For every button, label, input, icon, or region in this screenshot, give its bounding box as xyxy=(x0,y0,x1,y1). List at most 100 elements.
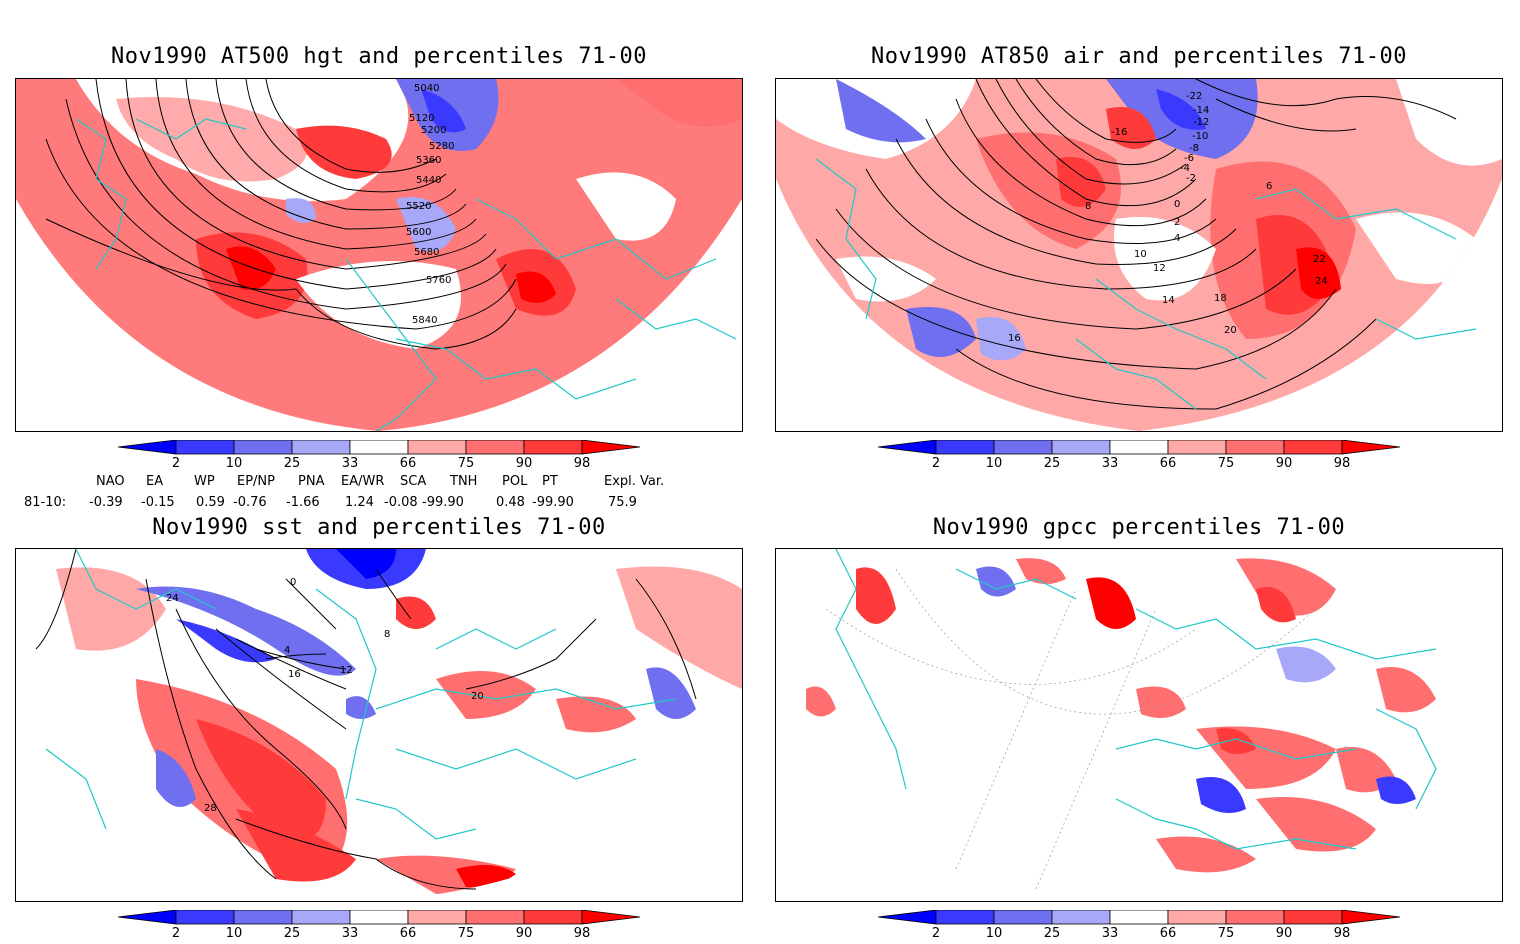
contour-label: 5520 xyxy=(406,201,431,212)
contour-label: 10 xyxy=(1134,249,1147,260)
colorbar-tick-label: 75 xyxy=(457,926,475,941)
colorbar-swatch xyxy=(1051,440,1111,455)
colorbar-swatch xyxy=(1225,910,1285,925)
tc-value-sca: -0.08 xyxy=(384,495,418,510)
colorbar-tick-label: 33 xyxy=(1101,456,1119,471)
colorbar-tick-label: 66 xyxy=(399,456,417,471)
tc-header-sca: SCA xyxy=(400,474,427,489)
tc-value-tnh: -99.90 xyxy=(422,495,464,510)
colorbar-swatch xyxy=(118,910,177,925)
colorbar-swatch xyxy=(233,440,293,455)
colorbar-graphic xyxy=(878,910,1401,925)
contour-label: 8 xyxy=(1085,201,1091,212)
colorbar-swatch xyxy=(407,910,467,925)
colorbar-swatch xyxy=(118,440,177,455)
tc-header-eawr: EA/WR xyxy=(341,474,385,489)
colorbar-tick-label: 75 xyxy=(1217,926,1235,941)
colorbar-swatch xyxy=(1341,910,1401,925)
panel-title-gpcc: Nov1990 gpcc percentiles 71-00 xyxy=(932,515,1346,540)
colorbar-tick-label: 33 xyxy=(341,926,359,941)
contour-label: 20 xyxy=(471,691,484,702)
colorbar-swatch xyxy=(1283,440,1343,455)
teleconnection-table: NAO EA WP EP/NP PNA EA/WR SCA TNH POL PT… xyxy=(0,474,740,514)
contour-label: -10 xyxy=(1192,131,1208,142)
contour-label: 5440 xyxy=(416,175,441,186)
map-sst: 0 4 8 12 16 20 24 28 xyxy=(15,548,743,902)
colorbar-swatch xyxy=(291,440,351,455)
colorbar-swatch xyxy=(349,910,409,925)
contour-label: 5760 xyxy=(426,275,451,286)
colorbar-air850: 2 10 25 33 66 75 90 98 xyxy=(878,440,1402,474)
colorbar-tick-label: 98 xyxy=(573,456,591,471)
colorbar-swatch xyxy=(465,440,525,455)
colorbar-tick-label: 33 xyxy=(1101,926,1119,941)
tc-header-ea: EA xyxy=(146,474,164,489)
contour-label: -4 xyxy=(1180,163,1190,174)
colorbar-swatch xyxy=(291,910,351,925)
colorbar-tick-label: 2 xyxy=(931,456,941,471)
colorbar-tick-label: 10 xyxy=(985,456,1003,471)
tc-header-pna: PNA xyxy=(298,474,325,489)
tc-value-pol: 0.48 xyxy=(496,495,525,510)
contour-label: 28 xyxy=(204,803,217,814)
map-air850: -22 -14 -12 -16 -10 -8 -6 -4 -2 0 2 4 6 … xyxy=(775,78,1503,432)
contour-label: 8 xyxy=(384,629,390,640)
contour-label: -6 xyxy=(1184,153,1194,164)
colorbar-graphic xyxy=(878,440,1401,455)
colorbar-swatch xyxy=(935,440,995,455)
contour-label: -12 xyxy=(1193,117,1209,128)
contour-label: 16 xyxy=(1008,333,1021,344)
colorbar-swatch xyxy=(1167,440,1227,455)
colorbar-swatch xyxy=(1341,440,1401,455)
colorbar-tick-label: 2 xyxy=(171,456,181,471)
colorbar-swatch xyxy=(581,440,641,455)
contour-label: 20 xyxy=(1224,325,1237,336)
panel-title-air850: Nov1990 AT850 air and percentiles 71-00 xyxy=(870,44,1408,69)
colorbar-swatch xyxy=(523,910,583,925)
contour-label: 0 xyxy=(290,577,296,588)
colorbar-swatch xyxy=(1109,440,1169,455)
colorbar-tick-label: 90 xyxy=(515,926,533,941)
colorbar-swatch xyxy=(993,440,1053,455)
tc-header-explvar: Expl. Var. xyxy=(604,474,665,489)
contour-label: 14 xyxy=(1162,295,1175,306)
contour-label: 5120 xyxy=(409,113,434,124)
colorbar-swatch xyxy=(175,440,235,455)
colorbar-hgt500: 2 10 25 33 66 75 90 98 xyxy=(118,440,642,474)
contour-label: 24 xyxy=(166,593,179,604)
contour-label: -22 xyxy=(1186,91,1202,102)
contour-label: 5600 xyxy=(406,227,431,238)
colorbar-tick-label: 25 xyxy=(283,456,301,471)
contour-label: 0 xyxy=(1174,199,1180,210)
contour-label: 4 xyxy=(1174,233,1180,244)
contour-label: 16 xyxy=(288,669,301,680)
colorbar-tick-label: 98 xyxy=(1333,926,1351,941)
colorbar-swatch xyxy=(1283,910,1343,925)
contour-label: 6 xyxy=(1266,181,1272,192)
contour-label: 5200 xyxy=(421,125,446,136)
contour-label: 22 xyxy=(1313,254,1326,265)
contour-label: -8 xyxy=(1189,143,1199,154)
contour-label: 4 xyxy=(284,645,290,656)
colorbar-tick-label: 90 xyxy=(1275,456,1293,471)
colorbar-tick-label: 66 xyxy=(399,926,417,941)
colorbar-swatch xyxy=(878,440,937,455)
colorbar-tick-label: 98 xyxy=(1333,456,1351,471)
panel-title-sst: Nov1990 sst and percentiles 71-00 xyxy=(152,515,606,540)
tc-header-pt: PT xyxy=(542,474,558,489)
colorbar-graphic xyxy=(118,910,641,925)
colorbar-swatch xyxy=(407,440,467,455)
contour-label: 18 xyxy=(1214,293,1227,304)
colorbar-tick-label: 33 xyxy=(341,456,359,471)
tc-row-label: 81-10: xyxy=(24,495,67,510)
contour-label: 5360 xyxy=(416,155,441,166)
contour-label: 5040 xyxy=(414,83,439,94)
tc-header-epnp: EP/NP xyxy=(237,474,275,489)
colorbar-tick-label: 10 xyxy=(225,926,243,941)
tc-header-nao: NAO xyxy=(96,474,125,489)
contour-label: 5840 xyxy=(412,315,437,326)
tc-value-nao: -0.39 xyxy=(89,495,123,510)
colorbar-tick-label: 2 xyxy=(931,926,941,941)
colorbar-tick-label: 10 xyxy=(225,456,243,471)
colorbar-swatch xyxy=(175,910,235,925)
